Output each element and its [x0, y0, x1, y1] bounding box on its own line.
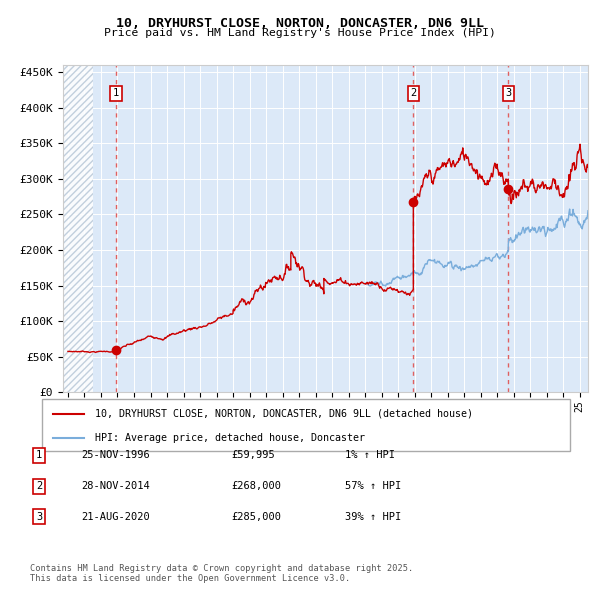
Text: 57% ↑ HPI: 57% ↑ HPI	[345, 481, 401, 491]
Text: 39% ↑ HPI: 39% ↑ HPI	[345, 512, 401, 522]
Text: Contains HM Land Registry data © Crown copyright and database right 2025.
This d: Contains HM Land Registry data © Crown c…	[30, 563, 413, 583]
Text: 1: 1	[36, 451, 42, 460]
Text: 10, DRYHURST CLOSE, NORTON, DONCASTER, DN6 9LL (detached house): 10, DRYHURST CLOSE, NORTON, DONCASTER, D…	[95, 409, 473, 419]
Text: 21-AUG-2020: 21-AUG-2020	[81, 512, 150, 522]
Text: 2: 2	[410, 88, 416, 99]
Text: 1: 1	[113, 88, 119, 99]
Text: £285,000: £285,000	[231, 512, 281, 522]
FancyBboxPatch shape	[42, 399, 570, 451]
Text: 1% ↑ HPI: 1% ↑ HPI	[345, 451, 395, 460]
Text: Price paid vs. HM Land Registry's House Price Index (HPI): Price paid vs. HM Land Registry's House …	[104, 28, 496, 38]
Text: £268,000: £268,000	[231, 481, 281, 491]
Text: 25-NOV-1996: 25-NOV-1996	[81, 451, 150, 460]
Polygon shape	[63, 65, 93, 392]
Text: 3: 3	[505, 88, 511, 99]
Text: HPI: Average price, detached house, Doncaster: HPI: Average price, detached house, Donc…	[95, 433, 365, 443]
Text: £59,995: £59,995	[231, 451, 275, 460]
Text: 10, DRYHURST CLOSE, NORTON, DONCASTER, DN6 9LL: 10, DRYHURST CLOSE, NORTON, DONCASTER, D…	[116, 17, 484, 30]
Text: 28-NOV-2014: 28-NOV-2014	[81, 481, 150, 491]
Text: 2: 2	[36, 481, 42, 491]
Text: 3: 3	[36, 512, 42, 522]
